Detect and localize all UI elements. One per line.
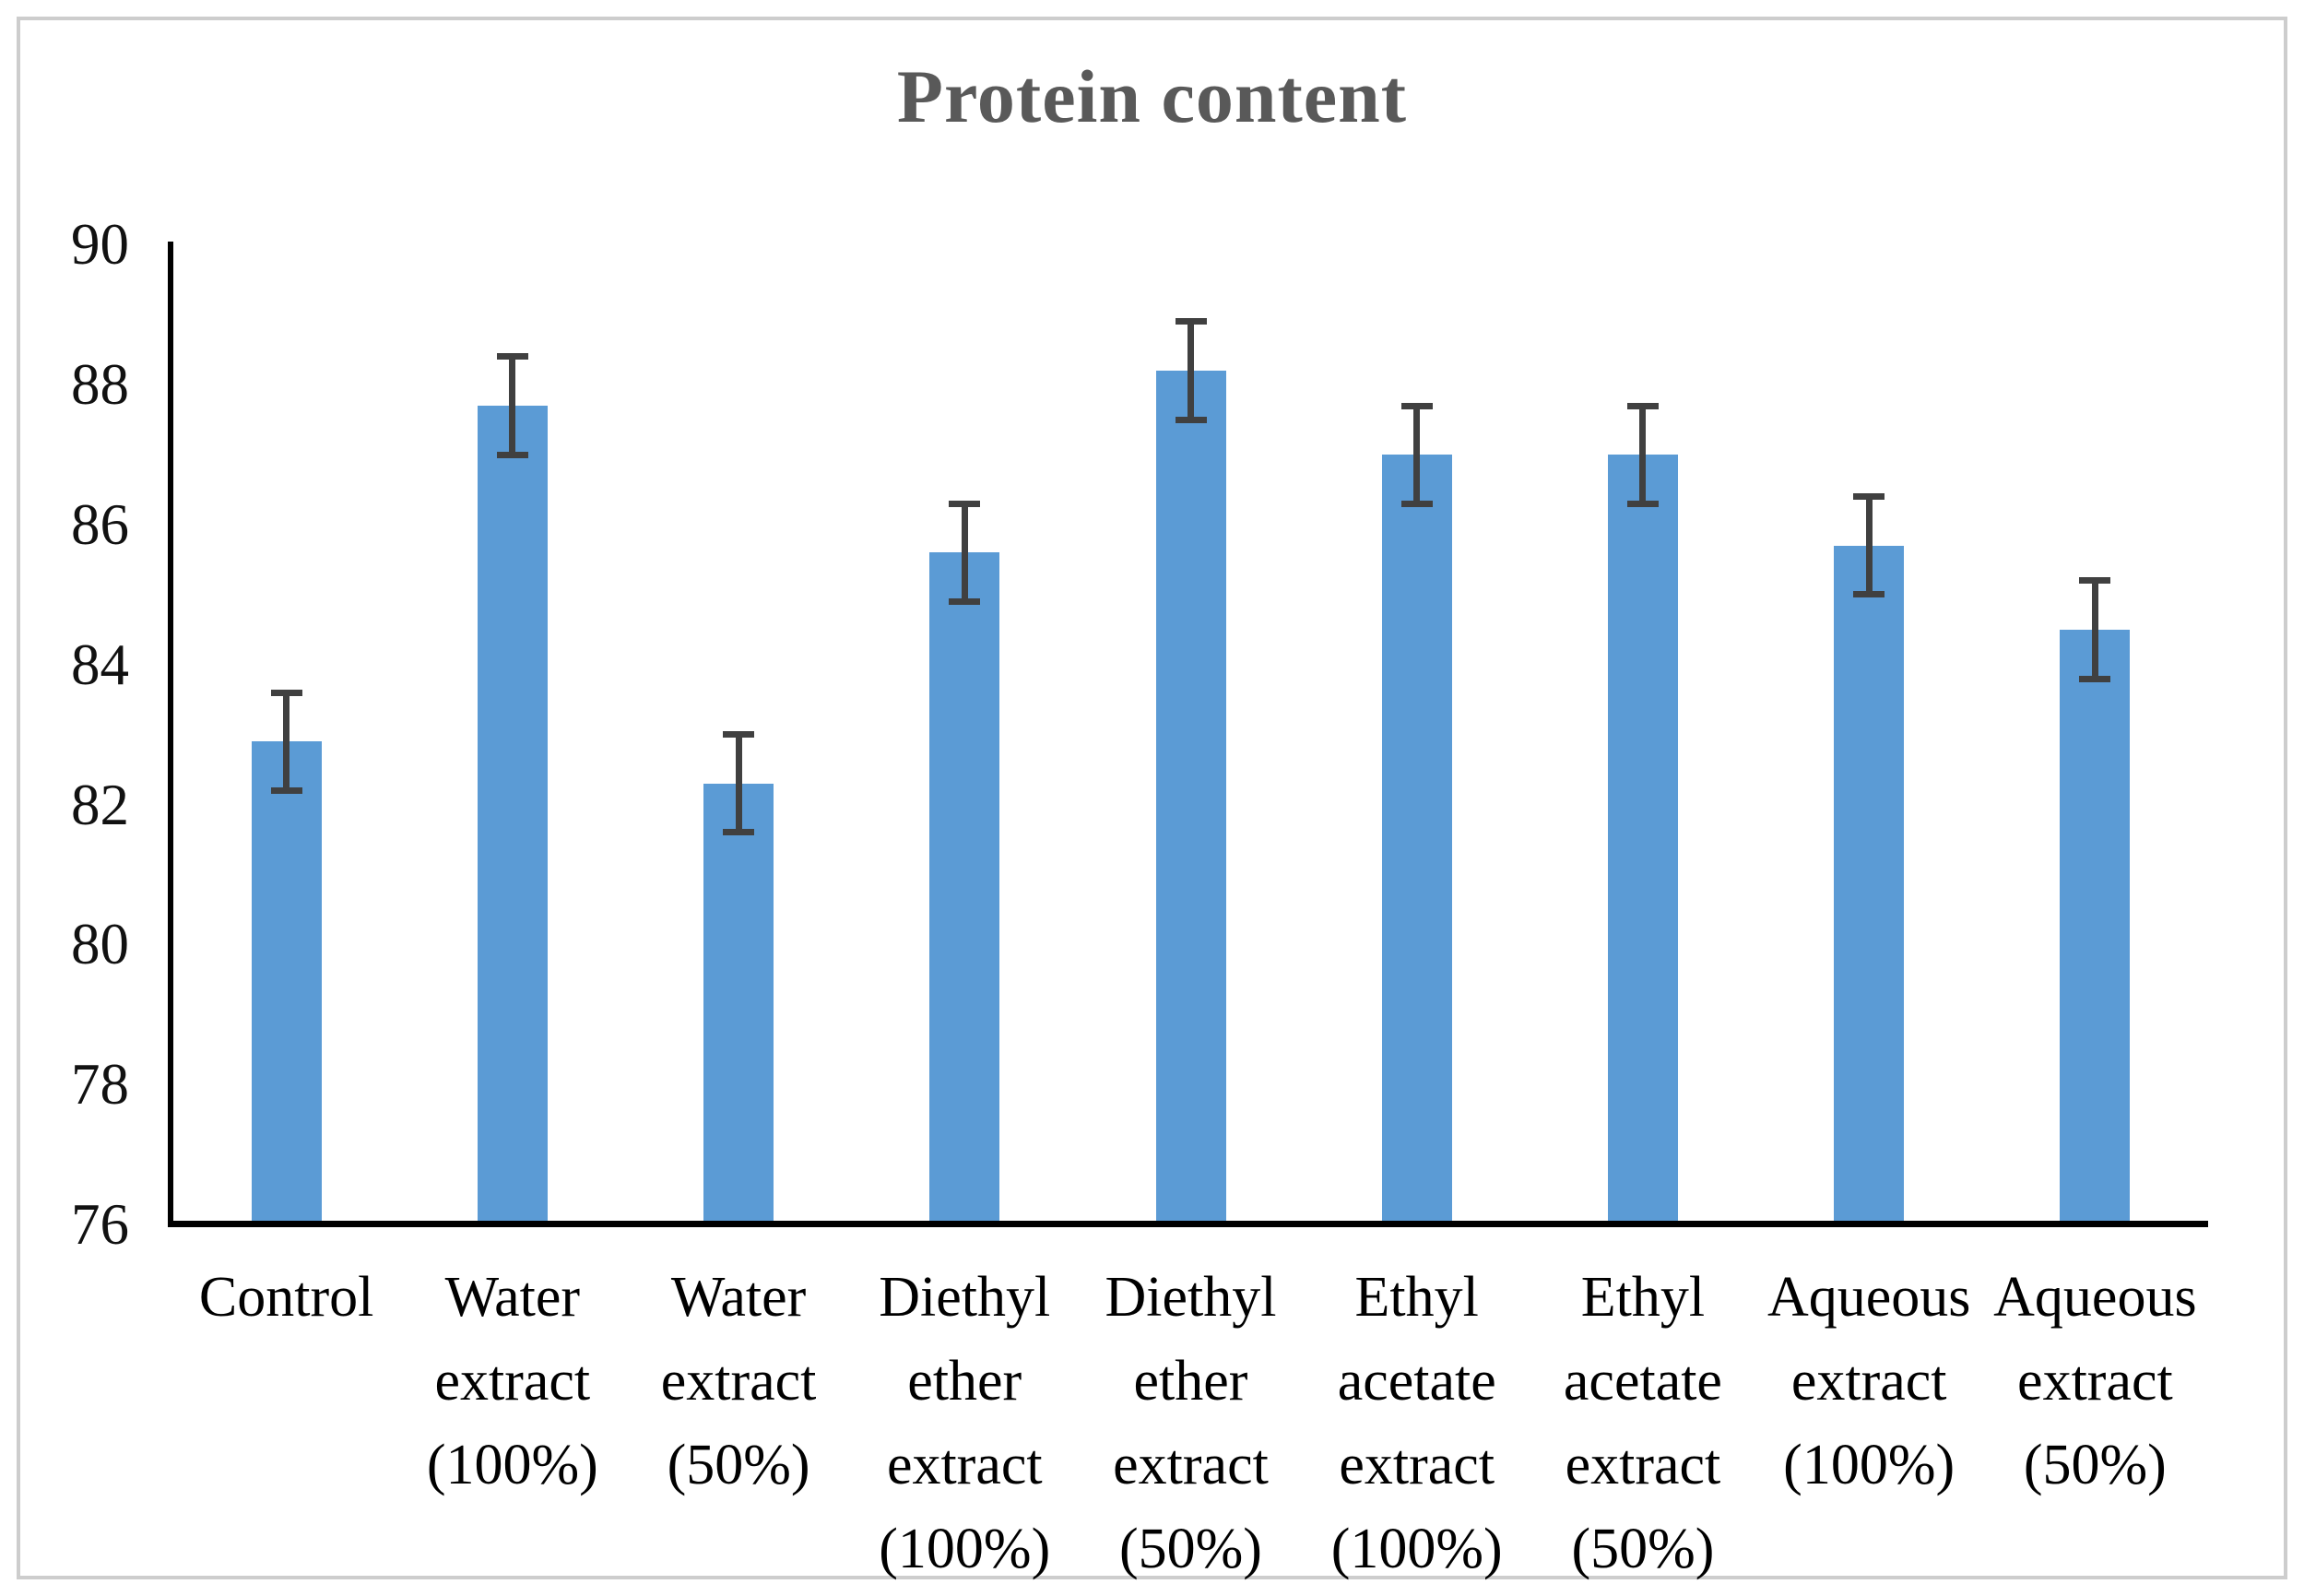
error-bar-stem — [735, 734, 742, 833]
error-bar-stem — [1865, 496, 1873, 595]
error-bar-bottom-cap — [723, 829, 755, 836]
y-axis-tick-label: 82 — [71, 772, 129, 837]
error-bar-bottom-cap — [1400, 500, 1433, 507]
x-axis-category-label: Diethyl ether extract (100%) — [879, 1266, 1051, 1580]
bar — [1607, 455, 1678, 1221]
bar — [2060, 629, 2131, 1221]
x-axis-category-label: Ethyl acetate extract (50%) — [1563, 1266, 1722, 1580]
bar — [1834, 545, 1905, 1221]
bar — [251, 741, 322, 1221]
error-bar-top-cap — [723, 731, 755, 739]
x-axis-category-label: Ethyl acetate extract (100%) — [1330, 1266, 1503, 1580]
x-axis-category-label: Aqueous extract (50%) — [1993, 1266, 2197, 1496]
bar — [929, 552, 1000, 1221]
error-bar-bottom-cap — [1175, 416, 1207, 423]
error-bar-bottom-cap — [949, 598, 981, 606]
error-bar-stem — [961, 503, 968, 602]
y-axis-tick-label: 88 — [71, 352, 129, 418]
error-bar-stem — [283, 692, 290, 791]
error-bar-bottom-cap — [1626, 500, 1659, 507]
error-bar-stem — [1413, 406, 1421, 504]
x-axis-line — [168, 1221, 2208, 1227]
error-bar-top-cap — [1175, 318, 1207, 325]
error-bar-top-cap — [1626, 402, 1659, 409]
y-axis-tick-label: 78 — [71, 1052, 129, 1117]
error-bar-bottom-cap — [496, 451, 528, 458]
error-bar-stem — [1187, 321, 1194, 420]
y-axis-tick-label: 76 — [71, 1192, 129, 1257]
error-bar-top-cap — [270, 689, 302, 696]
error-bar-stem — [509, 356, 516, 455]
y-axis-line — [168, 242, 173, 1227]
x-axis-category-label: Water extract (50%) — [660, 1266, 817, 1496]
bar — [477, 406, 548, 1221]
error-bar-bottom-cap — [270, 786, 302, 794]
x-axis-category-label: Aqueous extract (100%) — [1766, 1266, 1971, 1496]
error-bar-top-cap — [2079, 577, 2111, 585]
y-axis-tick-label: 80 — [71, 912, 129, 977]
x-axis-category-label: Control — [198, 1266, 374, 1329]
x-axis-category-label: Water extract (100%) — [426, 1266, 598, 1496]
error-bar-bottom-cap — [2079, 675, 2111, 682]
y-axis-tick-label: 90 — [71, 212, 129, 278]
error-bar-top-cap — [949, 500, 981, 507]
bar — [1381, 455, 1452, 1221]
error-bar-top-cap — [1853, 493, 1885, 501]
error-bar-top-cap — [496, 353, 528, 361]
y-axis-tick-label: 84 — [71, 632, 129, 697]
bar — [1155, 371, 1226, 1221]
error-bar-top-cap — [1400, 402, 1433, 409]
bar — [703, 783, 774, 1221]
error-bar-bottom-cap — [1853, 591, 1885, 598]
error-bar-stem — [2091, 580, 2098, 680]
chart-title: Protein content — [896, 54, 1408, 138]
error-bar-stem — [1639, 406, 1647, 504]
y-axis-tick-label: 86 — [71, 492, 129, 558]
figure-border-frame — [17, 17, 2287, 1579]
x-axis-category-label: Diethyl ether extract (50%) — [1105, 1266, 1277, 1580]
